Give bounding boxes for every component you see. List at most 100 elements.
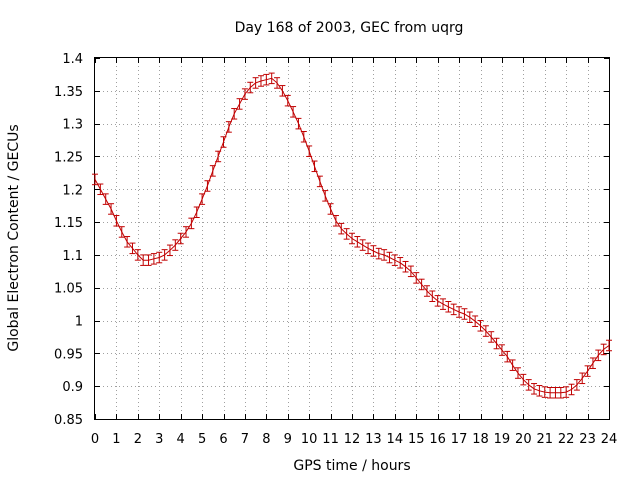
- data-point: [584, 365, 591, 377]
- x-tick-label: 2: [134, 432, 142, 447]
- x-tick-label: 6: [219, 432, 227, 447]
- x-tick-label: 21: [536, 432, 553, 447]
- data-point: [241, 88, 248, 100]
- data-point: [166, 244, 173, 257]
- data-point: [461, 308, 468, 320]
- y-axis-title: Global Electron Content / GECUs: [6, 124, 22, 351]
- data-point: [354, 236, 361, 248]
- data-point: [102, 193, 109, 205]
- data-point: [541, 386, 548, 398]
- series-gec: [92, 72, 612, 399]
- data-point: [520, 373, 527, 386]
- x-tick-label: 5: [198, 432, 206, 447]
- data-point: [113, 215, 120, 227]
- y-tick-label: 1.05: [54, 282, 83, 297]
- x-tick-label: 9: [284, 432, 292, 447]
- x-tick-label: 11: [322, 432, 339, 447]
- data-point: [322, 190, 329, 202]
- data-point: [172, 239, 179, 251]
- data-point: [547, 386, 554, 399]
- data-point: [365, 242, 372, 255]
- y-tick-label: 1.3: [62, 118, 83, 133]
- data-point: [450, 303, 457, 316]
- data-point: [150, 253, 157, 265]
- x-axis-title: GPS time / hours: [293, 458, 410, 474]
- data-point: [279, 85, 286, 97]
- axis-ticks: 0 1 2 3 4 5 6 7 8 9 10 11 12 13 14 15 16 17 18 19 20 21 22 23 24…: [54, 52, 617, 447]
- data-point: [429, 290, 436, 303]
- data-point: [204, 180, 211, 192]
- data-point: [92, 173, 98, 186]
- x-tick-label: 14: [387, 432, 404, 447]
- x-tick-label: 19: [494, 432, 511, 447]
- x-tick-label: 7: [241, 432, 249, 447]
- grid: [95, 58, 609, 419]
- data-point: [482, 325, 489, 337]
- data-point: [514, 367, 521, 379]
- data-point: [589, 357, 596, 369]
- x-tick-label: 12: [344, 432, 361, 447]
- data-point: [338, 222, 345, 235]
- y-tick-label: 1.15: [54, 216, 83, 231]
- x-tick-label: 0: [91, 432, 99, 447]
- data-point: [606, 339, 612, 352]
- data-point: [477, 320, 484, 332]
- data-point: [557, 386, 564, 399]
- data-point: [140, 254, 147, 266]
- data-point: [108, 203, 115, 215]
- x-tick-label: 10: [301, 432, 318, 447]
- data-point: [295, 117, 302, 130]
- data-point: [349, 232, 355, 245]
- data-point: [472, 315, 479, 327]
- x-tick-label: 13: [365, 432, 382, 447]
- x-tick-label: 17: [451, 432, 468, 447]
- data-point: [215, 150, 222, 163]
- data-point: [343, 228, 350, 240]
- data-point: [466, 311, 473, 324]
- chart-title: Day 168 of 2003, GEC from uqrg: [235, 20, 464, 36]
- plot-frame: [94, 57, 610, 420]
- x-tick-label: 24: [601, 432, 618, 447]
- data-point: [498, 344, 505, 356]
- data-point: [268, 72, 275, 85]
- data-point: [359, 239, 366, 251]
- x-tick-label: 4: [177, 432, 185, 447]
- data-point: [252, 77, 259, 89]
- data-point: [134, 249, 141, 261]
- data-point: [552, 386, 559, 399]
- data-point: [391, 254, 398, 266]
- data-point: [327, 203, 334, 215]
- data-point: [488, 331, 495, 343]
- data-point: [600, 343, 607, 356]
- data-point: [402, 260, 409, 273]
- data-point: [220, 136, 227, 148]
- data-point: [231, 108, 238, 120]
- data-point: [129, 242, 136, 255]
- data-point: [183, 226, 190, 238]
- data-point: [456, 306, 463, 318]
- data-point: [386, 251, 393, 264]
- x-tick-label: 20: [515, 432, 532, 447]
- data-point: [257, 75, 264, 87]
- data-point: [440, 298, 447, 310]
- x-tick-label: 16: [429, 432, 446, 447]
- data-point: [531, 383, 538, 395]
- data-point: [236, 98, 243, 110]
- data-point: [290, 106, 297, 118]
- data-point: [193, 206, 200, 218]
- data-point: [284, 94, 291, 107]
- x-tick-label: 3: [155, 432, 163, 447]
- x-tick-label: 8: [262, 432, 270, 447]
- data-point: [225, 121, 232, 133]
- data-point: [445, 301, 452, 313]
- data-point: [118, 226, 125, 238]
- data-point: [247, 81, 254, 94]
- data-point: [573, 379, 580, 391]
- data-point: [199, 193, 206, 205]
- data-point: [188, 217, 195, 230]
- data-point: [418, 278, 425, 291]
- data-point: [568, 383, 575, 396]
- data-point: [145, 254, 152, 266]
- data-point: [156, 251, 163, 264]
